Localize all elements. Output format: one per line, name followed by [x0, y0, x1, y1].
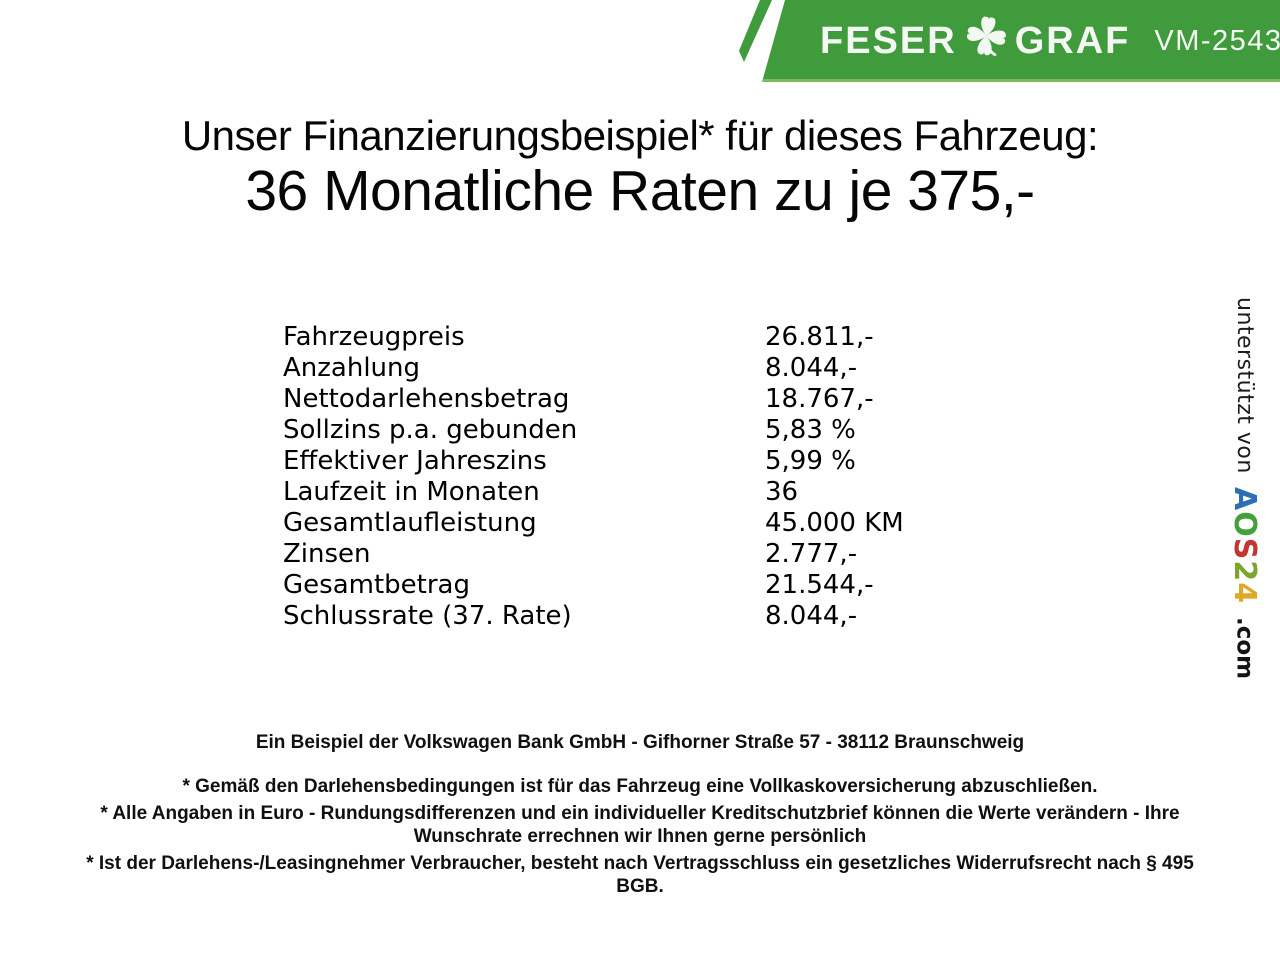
table-row: Schlussrate (37. Rate) 8.044,-: [283, 601, 904, 632]
row-label: Laufzeit in Monaten: [283, 477, 540, 507]
banner-bottom-edge: [762, 79, 1280, 82]
row-value: 21.544,-: [765, 570, 874, 600]
vehicle-code: VM-254377: [1154, 24, 1280, 57]
row-value: 45.000 KM: [765, 508, 904, 538]
logo-domain-suffix: .com: [1231, 616, 1258, 680]
table-row: Sollzins p.a. gebunden 5,83 %: [283, 415, 904, 446]
row-value: 5,99 %: [765, 446, 856, 476]
row-label: Gesamtlaufleistung: [283, 508, 537, 538]
table-row: Gesamtlaufleistung 45.000 KM: [283, 508, 904, 539]
table-row: Effektiver Jahreszins 5,99 %: [283, 446, 904, 477]
logo-letter: 4: [1227, 582, 1262, 604]
table-row: Nettodarlehensbetrag 18.767,-: [283, 384, 904, 415]
row-value: 8.044,-: [765, 353, 858, 383]
table-row: Fahrzeugpreis 26.811,-: [283, 322, 904, 353]
row-value: 18.767,-: [765, 384, 874, 414]
supported-by-sidebar: unterstützt von AOS24 .com: [1227, 297, 1262, 679]
row-label: Sollzins p.a. gebunden: [283, 415, 578, 445]
headline-line1: Unser Finanzierungsbeispiel* für dieses …: [181, 112, 1099, 159]
logo-letter: S: [1227, 537, 1262, 561]
table-row: Laufzeit in Monaten 36: [283, 477, 904, 508]
financing-table: Fahrzeugpreis 26.811,- Anzahlung 8.044,-…: [283, 322, 904, 632]
row-label: Schlussrate (37. Rate): [283, 601, 572, 631]
footer-block: Ein Beispiel der Volkswagen Bank GmbH - …: [0, 731, 1280, 898]
aos24-logo: AOS24: [1227, 487, 1262, 604]
supported-by-label: unterstützt von: [1232, 297, 1257, 474]
row-value: 2.777,-: [765, 539, 858, 569]
disclaimer-insurance: * Gemäß den Darlehensbedingungen ist für…: [182, 776, 1098, 797]
headline-block: Unser Finanzierungsbeispiel* für dieses …: [0, 111, 1280, 221]
logo-letter: 2: [1227, 560, 1262, 583]
logo-letter: O: [1227, 511, 1262, 538]
row-label: Fahrzeugpreis: [283, 322, 465, 352]
brand-banner: FESER GRAF VM-254377: [762, 0, 1280, 82]
brand-name-left: FESER: [820, 20, 957, 62]
table-row: Gesamtbetrag 21.544,-: [283, 570, 904, 601]
row-label: Nettodarlehensbetrag: [283, 384, 570, 414]
headline-line2: 36 Monatliche Raten zu je 375,-: [245, 159, 1035, 223]
row-label: Gesamtbetrag: [283, 570, 470, 600]
logo-letter: A: [1227, 486, 1262, 512]
row-value: 26.811,-: [765, 322, 874, 352]
disclaimer-euro-rounding: * Alle Angaben in Euro - Rundungsdiffere…: [100, 803, 1180, 847]
row-value: 5,83 %: [765, 415, 856, 445]
row-label: Anzahlung: [283, 353, 421, 383]
row-label: Zinsen: [283, 539, 371, 569]
brand-name-right: GRAF: [1014, 20, 1131, 62]
table-row: Zinsen 2.777,-: [283, 539, 904, 570]
clover-icon: [966, 15, 1007, 57]
row-label: Effektiver Jahreszins: [283, 446, 547, 476]
row-value: 8.044,-: [765, 601, 858, 631]
bank-example-line: Ein Beispiel der Volkswagen Bank GmbH - …: [255, 732, 1025, 753]
table-row: Anzahlung 8.044,-: [283, 353, 904, 384]
disclaimer-withdrawal-right: * Ist der Darlehens-/Leasingnehmer Verbr…: [86, 853, 1194, 897]
row-value: 36: [765, 477, 799, 507]
